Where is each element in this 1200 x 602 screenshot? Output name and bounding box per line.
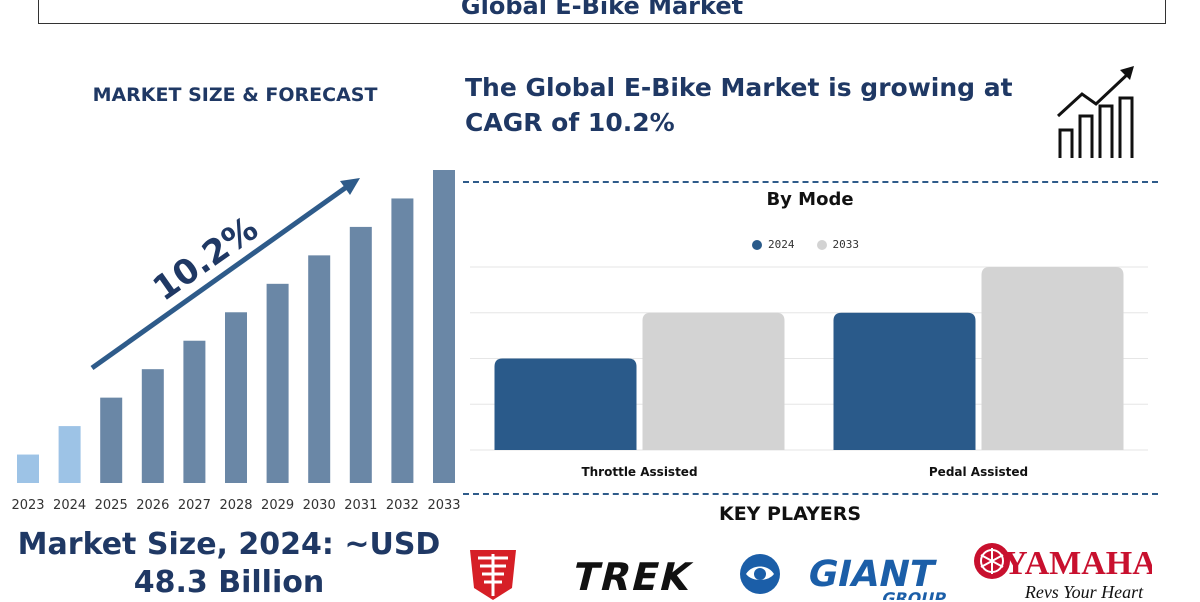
mode-bar-pedal-assisted-2033 <box>981 267 1124 450</box>
giant-logo: GIANT GROUP <box>740 552 948 600</box>
forecast-bar-2030 <box>308 255 331 483</box>
mode-bar-pedal-assisted-2024 <box>833 312 976 450</box>
mode-category-label: Pedal Assisted <box>929 465 1028 479</box>
forecast-bar-2025 <box>100 397 123 483</box>
giant-logo-subtext: GROUP <box>880 589 948 600</box>
mode-chart: Throttle Assisted Pedal Assisted <box>470 266 1148 479</box>
forecast-bar-2032 <box>391 198 414 484</box>
legend-item-2024: 2024 <box>752 238 795 251</box>
trek-logo-text: TREK <box>568 556 698 600</box>
forecast-bar-2029 <box>266 283 289 483</box>
divider-bottom <box>463 493 1158 495</box>
trek-emblem-logo <box>470 550 516 600</box>
forecast-tick-2029: 2029 <box>261 498 294 513</box>
trend-arrowhead <box>340 178 360 195</box>
forecast-tick-2023: 2023 <box>11 498 44 513</box>
growth-text: The Global E-Bike Market is growing at C… <box>465 73 1013 137</box>
yamaha-logo-text: YAMAHA <box>1003 545 1152 582</box>
divider-top <box>463 181 1158 183</box>
forecast-tick-2030: 2030 <box>303 498 336 513</box>
legend-dot-2024 <box>752 239 762 250</box>
forecast-tick-2024: 2024 <box>53 498 86 513</box>
trek-logo: TREK <box>568 556 698 600</box>
legend-label-2024: 2024 <box>768 238 795 251</box>
growth-chart-icon <box>1056 66 1134 158</box>
forecast-bar-2031 <box>349 226 372 483</box>
mode-legend: 2024 2033 <box>752 238 859 251</box>
forecast-tick-2032: 2032 <box>386 498 419 513</box>
market-size-text: Market Size, 2024: ~USD 48.3 Billion <box>17 527 441 600</box>
yamaha-logo: YAMAHA Revs Your Heart <box>974 543 1152 600</box>
forecast-heading: MARKET SIZE & FORECAST <box>92 84 378 106</box>
forecast-tick-2027: 2027 <box>178 498 211 513</box>
forecast-bar-2024 <box>58 426 81 483</box>
forecast-tick-2026: 2026 <box>136 498 169 513</box>
legend-item-2033: 2033 <box>816 238 860 251</box>
mode-chart-title: By Mode <box>766 189 854 210</box>
forecast-tick-2025: 2025 <box>95 498 128 513</box>
forecast-bar-2027 <box>183 340 206 483</box>
page-title: Global E-Bike Market <box>460 0 744 20</box>
trend-arrow-line <box>90 183 350 371</box>
giant-logo-text: GIANT <box>804 552 939 595</box>
forecast-tick-2028: 2028 <box>219 498 252 513</box>
forecast-bar-2023 <box>17 454 39 483</box>
yamaha-tagline: Revs Your Heart <box>1024 582 1144 600</box>
forecast-chart: 2023 2024 2025 2026 2027 2028 2029 2030 2031 2032… <box>11 170 461 513</box>
forecast-bar-2026 <box>141 369 164 483</box>
forecast-bar-2033 <box>433 170 455 483</box>
mode-category-label: Throttle Assisted <box>581 465 697 479</box>
legend-dot-2033 <box>816 239 827 250</box>
forecast-tick-2031: 2031 <box>344 498 377 513</box>
key-players-heading: KEY PLAYERS <box>718 503 862 525</box>
forecast-tick-2033: 2033 <box>427 498 460 513</box>
forecast-bar-2028 <box>225 312 247 483</box>
legend-label-2033: 2033 <box>832 238 860 251</box>
mode-bar-throttle-assisted-2024 <box>494 358 637 450</box>
mode-bar-throttle-assisted-2033 <box>642 312 785 450</box>
title-box: Global E-Bike Market <box>38 0 1166 24</box>
